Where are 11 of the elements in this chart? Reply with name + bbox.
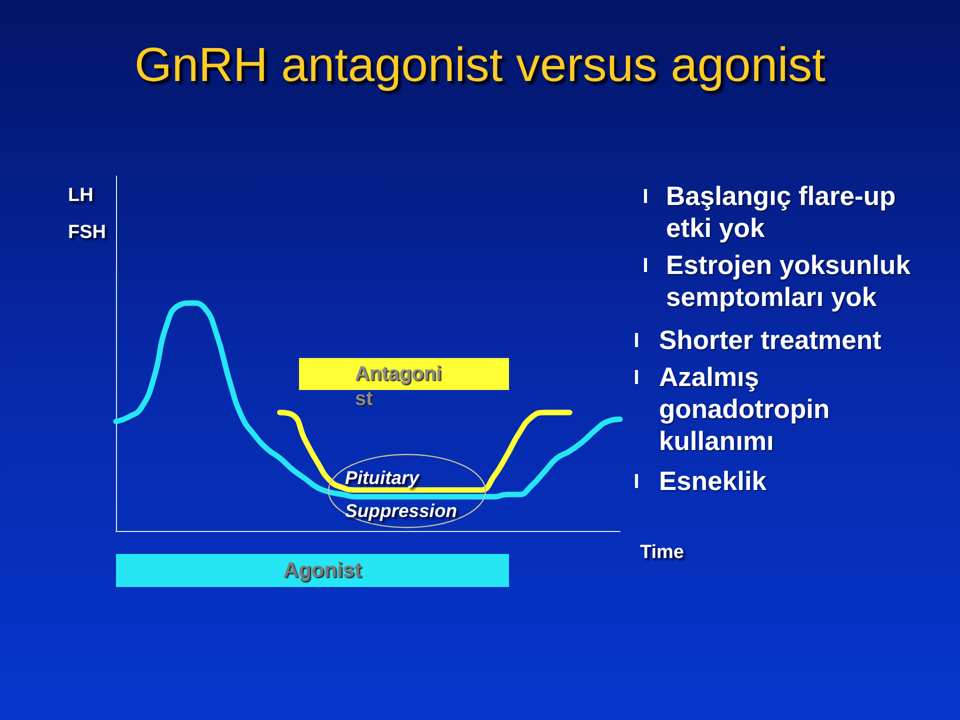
text: Shorter treatment (659, 324, 882, 356)
text: Agonist (282, 558, 363, 584)
text: Estrojen yoksunluk semptomları yok (666, 249, 912, 313)
annotation: Antagoni st (355, 362, 442, 412)
text: Esneklik (659, 465, 768, 497)
annotation: Pituitary Suppression (345, 466, 458, 523)
text: Azalmış gonadotropin kullanımı (659, 361, 831, 457)
text: Başlangıç flare-up etki yok (666, 180, 897, 244)
y-axis-title: LH FSH (68, 184, 106, 245)
x-axis-title: Time (640, 542, 684, 564)
chart-title: GnRH antagonist versus agonist (133, 38, 827, 94)
